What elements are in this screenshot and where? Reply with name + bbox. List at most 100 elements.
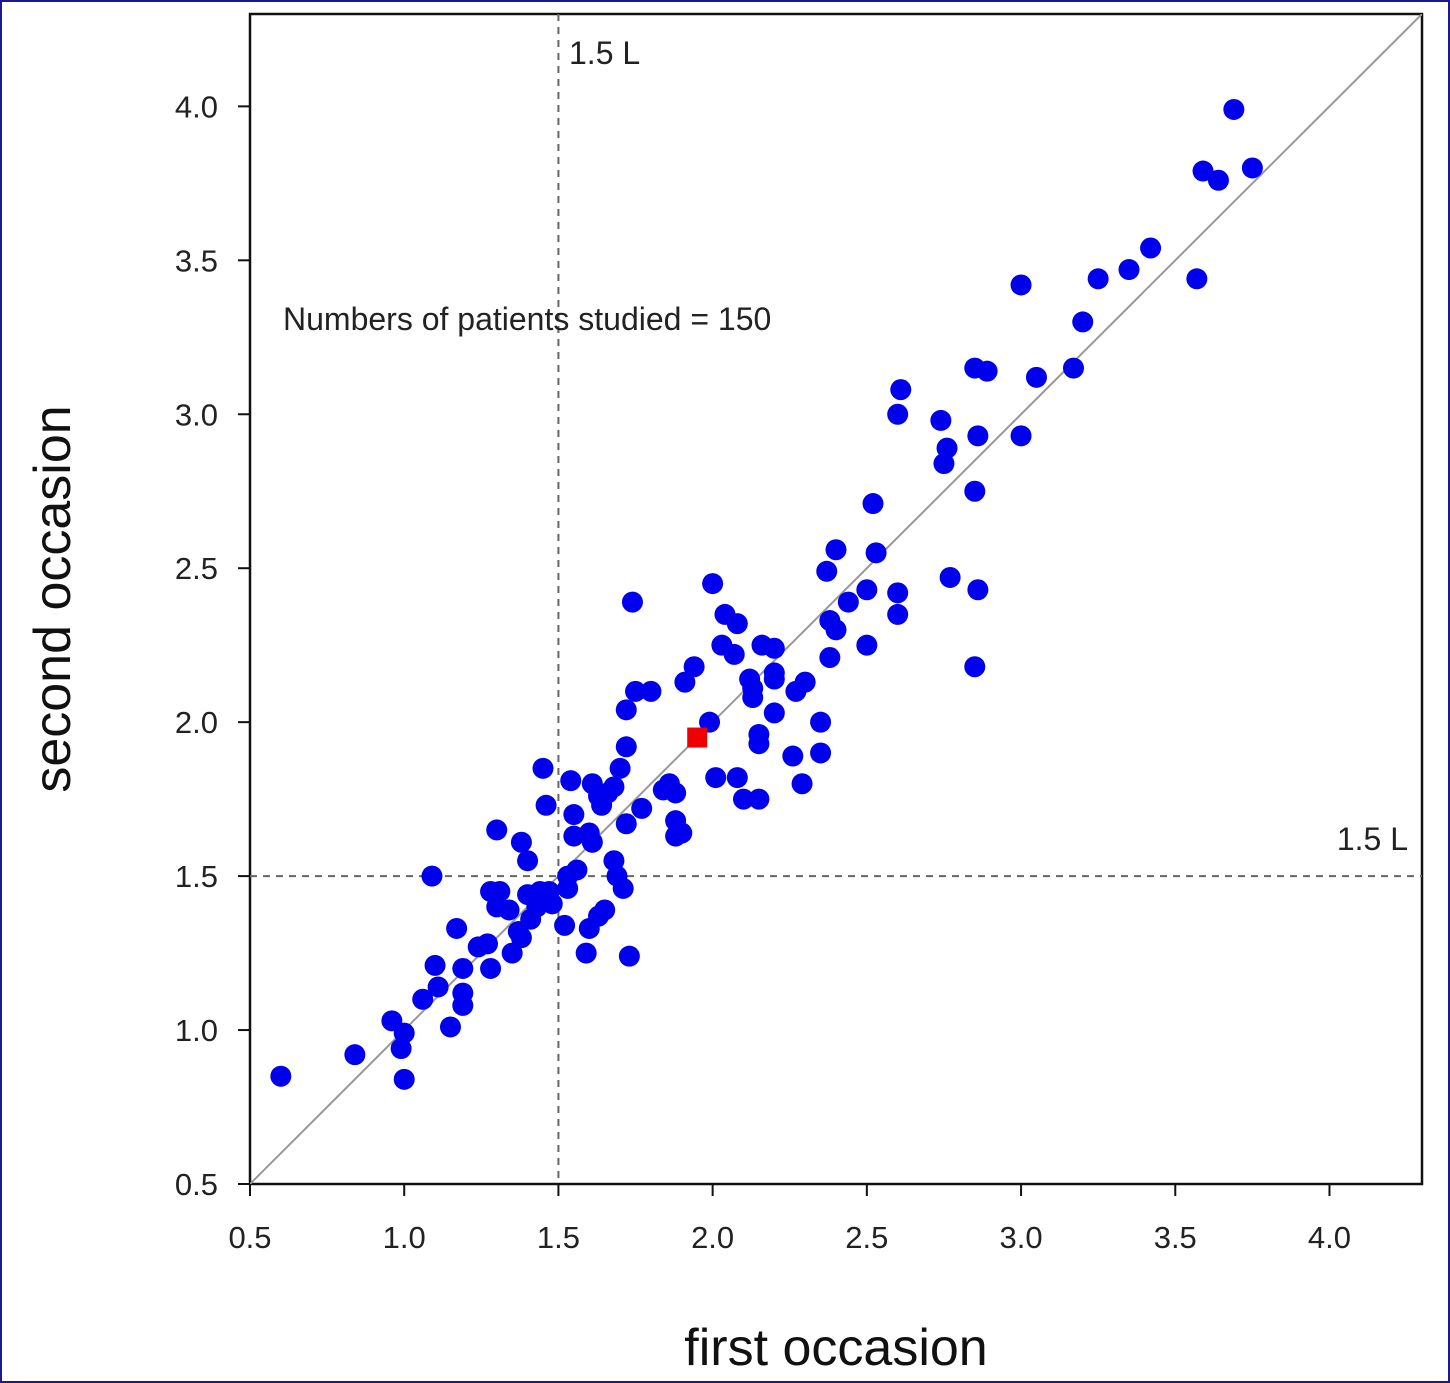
data-point — [1192, 160, 1214, 182]
data-point — [837, 591, 859, 613]
data-point — [489, 881, 511, 902]
x-tick-label: 2.5 — [845, 1220, 888, 1255]
data-point — [732, 788, 754, 810]
y-tick-label: 1.0 — [175, 1013, 218, 1048]
data-point — [976, 360, 998, 382]
y-tick-label: 2.5 — [175, 551, 218, 586]
data-point — [532, 757, 554, 779]
data-point — [810, 742, 832, 764]
y-tick-label: 4.0 — [175, 89, 218, 124]
data-point — [501, 942, 523, 964]
data-points — [270, 98, 1263, 1090]
data-point — [939, 566, 961, 588]
data-point — [763, 668, 785, 690]
x-tick-label: 4.0 — [1308, 1220, 1351, 1255]
vline-label: 1.5 L — [569, 35, 640, 71]
data-point — [936, 437, 958, 459]
data-point — [1207, 169, 1229, 191]
data-point — [615, 736, 637, 758]
data-point — [621, 591, 643, 613]
x-axis: 0.5 1.0 1.5 2.0 2.5 3.0 3.5 4.0 — [228, 1184, 1351, 1255]
hline-label: 1.5 L — [1337, 821, 1408, 857]
patients-annotation: Numbers of patients studied = 150 — [283, 301, 771, 337]
data-point — [412, 988, 434, 1010]
x-tick-label: 3.5 — [1154, 1220, 1197, 1255]
data-point — [816, 560, 838, 582]
x-tick-label: 3.0 — [999, 1220, 1042, 1255]
data-point — [862, 493, 884, 515]
data-point — [723, 643, 745, 665]
data-point — [1118, 259, 1140, 281]
data-point — [510, 927, 532, 949]
data-point — [791, 773, 813, 795]
data-point — [618, 945, 640, 967]
data-point — [594, 899, 616, 921]
data-point — [615, 699, 637, 721]
data-point — [1072, 311, 1094, 333]
data-point — [1186, 268, 1208, 290]
data-point — [566, 859, 588, 881]
data-point — [825, 619, 847, 641]
data-point — [1010, 425, 1032, 447]
x-tick-label: 2.0 — [691, 1220, 734, 1255]
data-point — [631, 797, 653, 819]
data-point — [1087, 268, 1109, 290]
data-point — [782, 745, 804, 767]
data-point — [625, 680, 647, 702]
data-point — [967, 425, 989, 447]
y-tick-label: 0.5 — [175, 1167, 218, 1202]
data-point — [930, 409, 952, 431]
data-point — [1025, 366, 1047, 388]
data-point — [498, 899, 520, 921]
data-point — [794, 671, 816, 693]
data-point — [825, 539, 847, 561]
data-point — [964, 480, 986, 502]
data-point — [541, 893, 563, 915]
data-point — [819, 647, 841, 668]
data-point — [612, 877, 634, 899]
data-point — [640, 680, 662, 702]
y-tick-label: 1.5 — [175, 859, 218, 894]
data-point — [726, 767, 748, 789]
data-point — [742, 677, 764, 699]
data-point — [486, 819, 508, 841]
y-axis-title: second occasion — [24, 405, 82, 792]
data-point — [393, 1068, 415, 1090]
data-point — [699, 711, 721, 733]
data-point — [563, 804, 585, 826]
y-axis: 0.5 1.0 1.5 2.0 2.5 3.0 3.5 4.0 — [175, 89, 250, 1202]
data-point — [424, 954, 446, 976]
data-point — [726, 613, 748, 635]
data-point — [748, 788, 770, 810]
data-point — [476, 933, 498, 955]
data-point — [615, 813, 637, 835]
data-point — [1010, 274, 1032, 296]
data-point — [763, 702, 785, 724]
data-point — [393, 1022, 415, 1044]
y-tick-label: 2.0 — [175, 705, 218, 740]
data-point — [446, 917, 468, 939]
data-point — [609, 757, 631, 779]
data-point — [452, 957, 474, 979]
data-point — [480, 957, 502, 979]
data-point — [763, 637, 785, 659]
data-point — [603, 776, 625, 798]
data-point — [748, 723, 770, 745]
data-point — [856, 634, 878, 656]
data-point — [967, 579, 989, 601]
x-tick-label: 1.0 — [383, 1220, 426, 1255]
data-point — [270, 1065, 292, 1087]
y-tick-label: 3.5 — [175, 243, 218, 278]
data-point — [810, 711, 832, 733]
data-point — [671, 822, 693, 844]
data-point — [683, 656, 705, 678]
data-point — [1241, 157, 1263, 179]
data-point — [1223, 98, 1245, 120]
y-tick-label: 3.0 — [175, 397, 218, 432]
data-point — [421, 865, 443, 887]
data-point — [510, 831, 532, 853]
data-point — [1140, 237, 1162, 259]
data-point — [517, 850, 539, 872]
data-point — [554, 914, 576, 936]
